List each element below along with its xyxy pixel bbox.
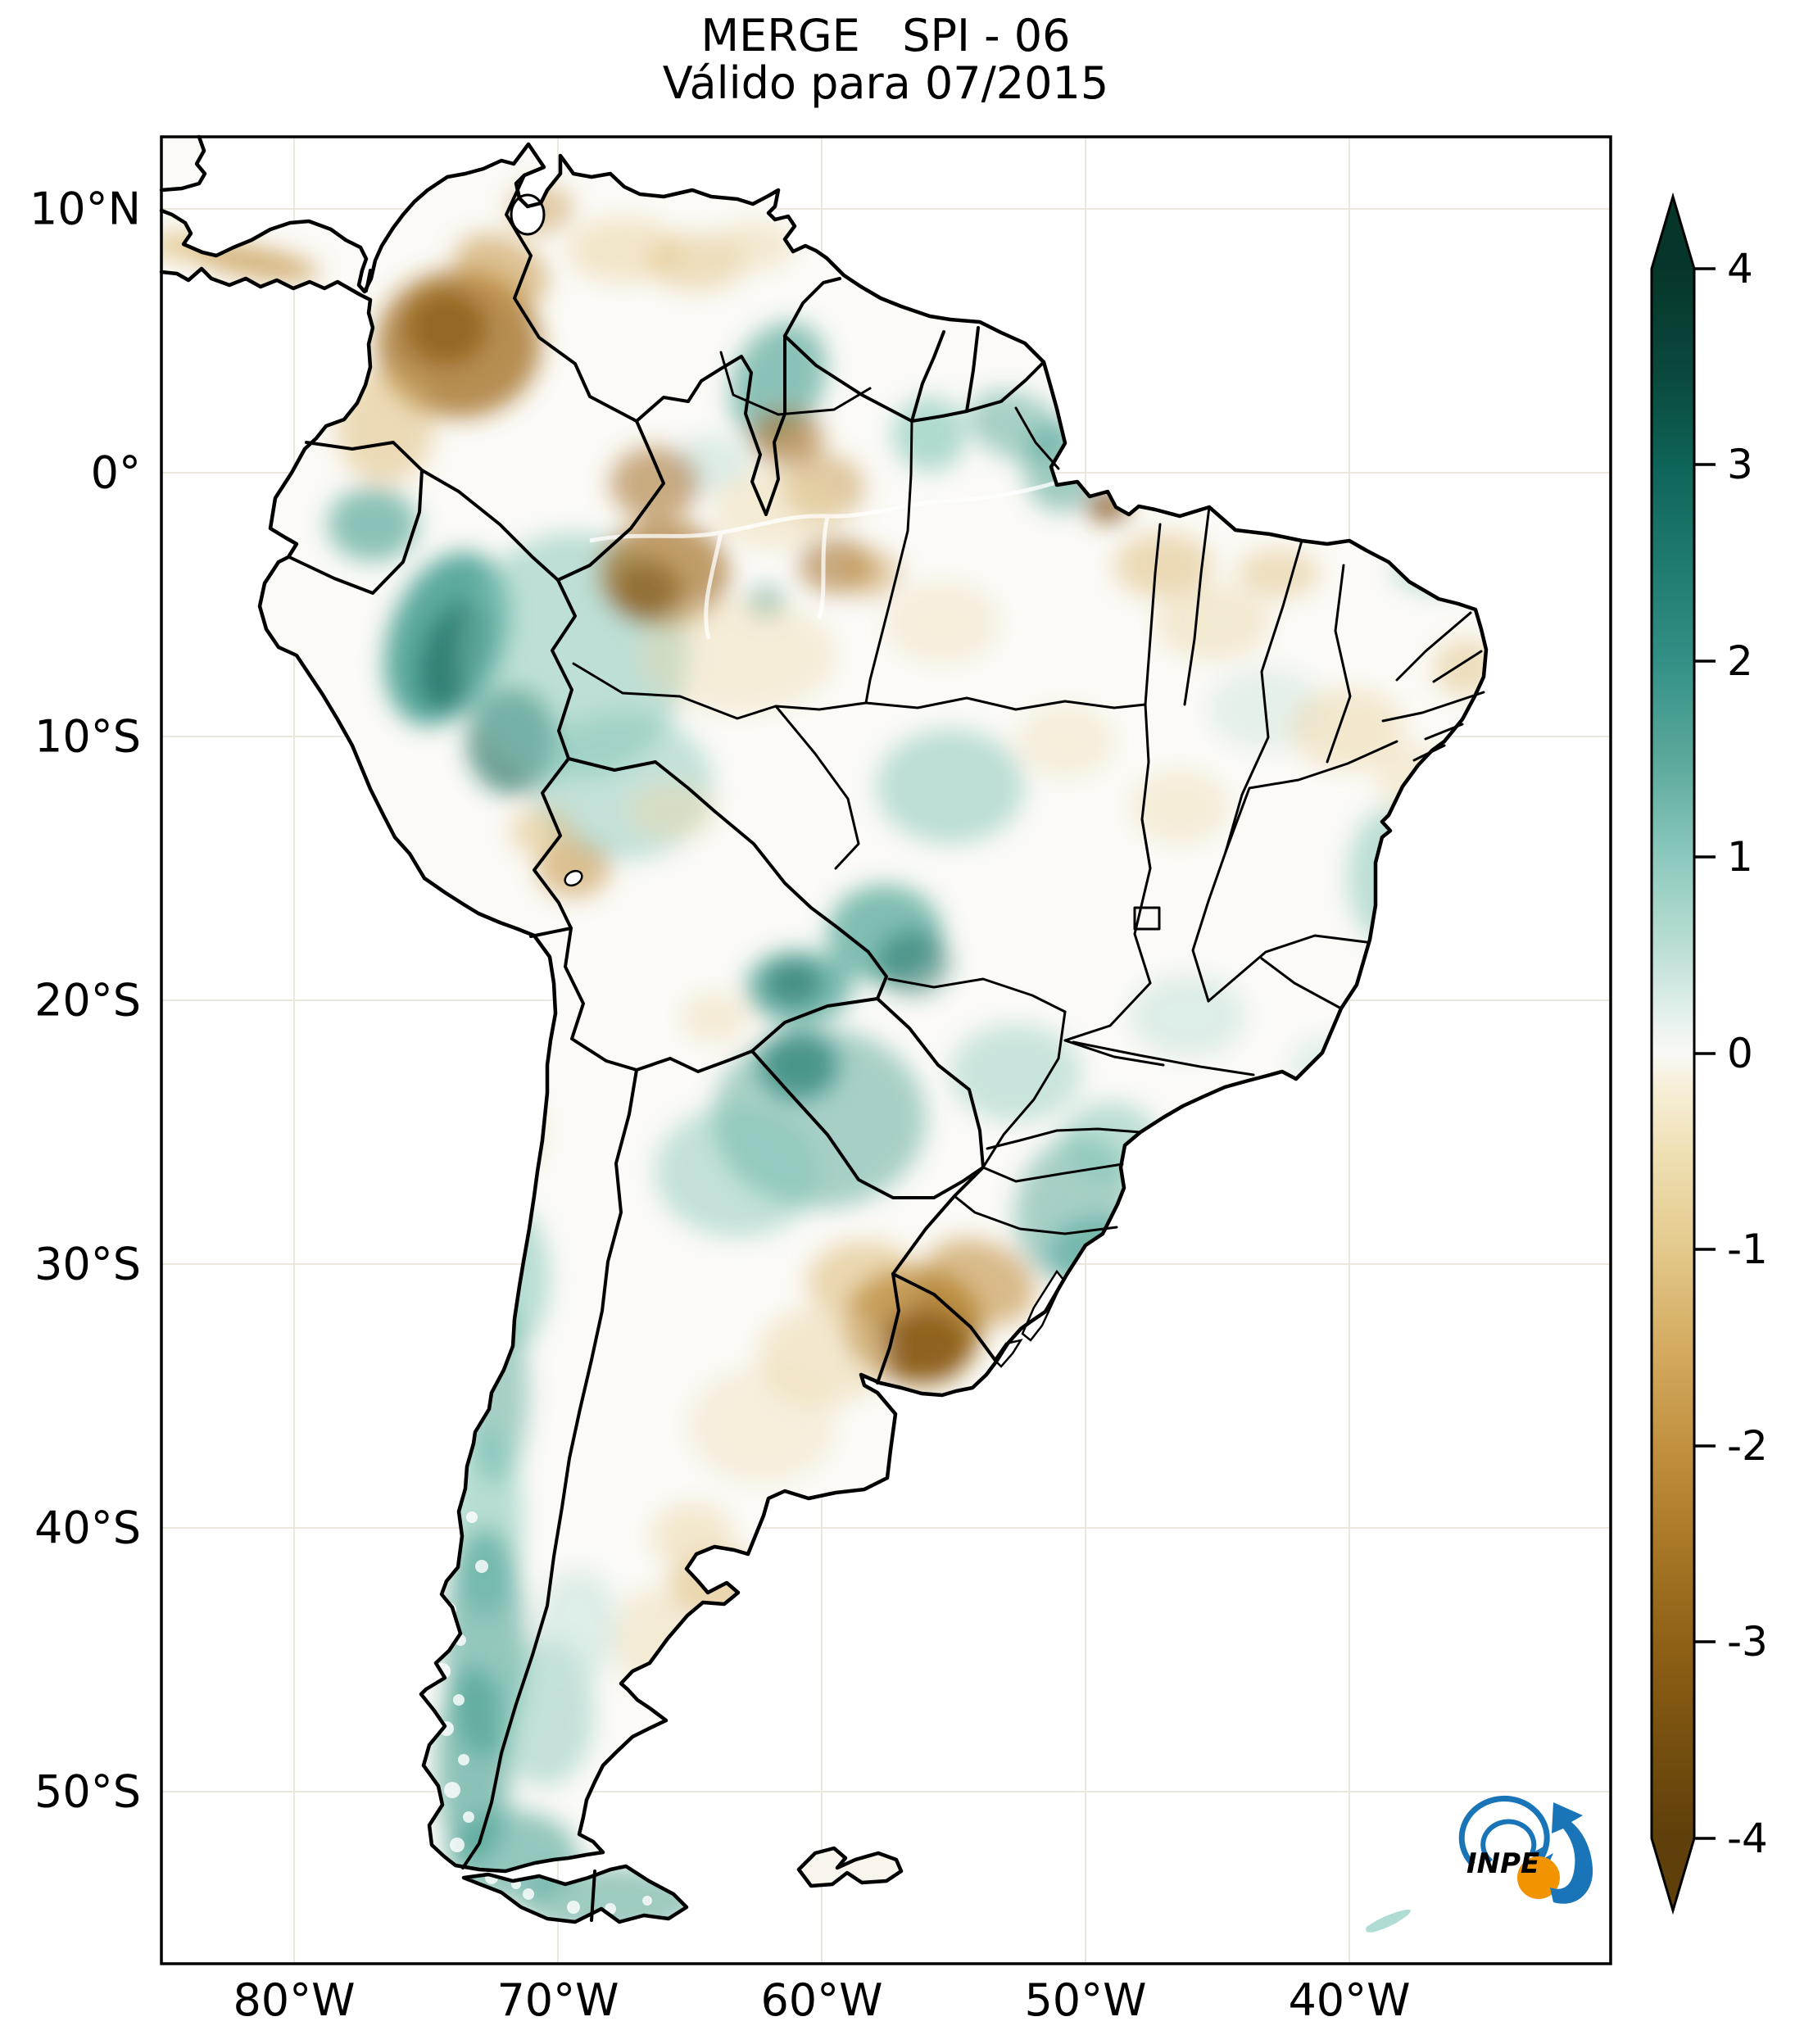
lat-tick-label: 0° bbox=[91, 447, 141, 499]
map-frame bbox=[160, 135, 1612, 1965]
colorbar-top-arrow bbox=[1652, 197, 1694, 269]
lat-tick-label: 10°S bbox=[34, 711, 141, 763]
amazon-river-trace bbox=[589, 479, 1059, 640]
lon-axis: 80°W 70°W 60°W 50°W 40°W bbox=[233, 1974, 1410, 2026]
ocean-teal-streak bbox=[1366, 1909, 1411, 1933]
state-borders bbox=[572, 351, 1485, 1235]
lat-tick-label: 30°S bbox=[34, 1239, 141, 1290]
colorbar-tick-label: -1 bbox=[1727, 1226, 1768, 1273]
lon-tick-label: 80°W bbox=[233, 1974, 355, 2026]
lat-tick-label: 50°S bbox=[34, 1766, 141, 1818]
lat-tick-label: 20°S bbox=[34, 975, 141, 1027]
colorbar-labels: 4 3 2 1 0 -1 -2 -3 -4 bbox=[1727, 245, 1768, 1862]
lon-tick-label: 50°W bbox=[1024, 1974, 1146, 2026]
page-title: MERGE SPI - 06 bbox=[701, 10, 1071, 61]
colorbar-tick-label: 4 bbox=[1727, 245, 1753, 292]
colorbar-tick-label: 3 bbox=[1727, 441, 1753, 488]
lat-tick-label: 40°S bbox=[34, 1502, 141, 1554]
inpe-big-arrow bbox=[1550, 1802, 1593, 1904]
inpe-swirl-outer bbox=[1458, 1796, 1550, 1867]
page-subtitle: Válido para 07/2015 bbox=[663, 57, 1108, 109]
lon-tick-label: 70°W bbox=[496, 1974, 619, 2026]
lat-tick-label: 10°N bbox=[29, 184, 141, 235]
coastline bbox=[159, 134, 1489, 1924]
colorbar-ticks bbox=[1694, 267, 1716, 1840]
lat-axis: 10°N 0° 10°S 20°S 30°S 40°S 50°S bbox=[29, 184, 141, 1818]
inpe-logo-text: INPE bbox=[1466, 1847, 1539, 1880]
lon-tick-label: 60°W bbox=[760, 1974, 882, 2026]
inpe-orange-ball bbox=[1517, 1856, 1560, 1899]
colorbar-bottom-arrow bbox=[1652, 1838, 1694, 1910]
falkland-islands bbox=[796, 1846, 904, 1888]
colorbar-tick-label: -4 bbox=[1727, 1815, 1768, 1862]
lake-titicaca bbox=[564, 869, 583, 887]
inpe-logo: INPE bbox=[1458, 1796, 1593, 1904]
colorbar-tick-label: 2 bbox=[1727, 637, 1753, 685]
inpe-swirl-inner bbox=[1480, 1819, 1537, 1864]
lon-tick-label: 40°W bbox=[1288, 1974, 1410, 2026]
colorbar-tick-label: -2 bbox=[1727, 1422, 1768, 1470]
colorbar: 4 3 2 1 0 -1 -2 -3 -4 bbox=[1650, 192, 1768, 1915]
country-borders bbox=[288, 174, 1045, 1922]
colorbar-gradient bbox=[1652, 269, 1694, 1838]
colorbar-tick-label: 1 bbox=[1727, 833, 1753, 881]
tierra-del-fuego bbox=[461, 1864, 689, 1924]
colorbar-tick-label: -3 bbox=[1727, 1618, 1768, 1666]
colorbar-tick-label: 0 bbox=[1727, 1030, 1753, 1077]
